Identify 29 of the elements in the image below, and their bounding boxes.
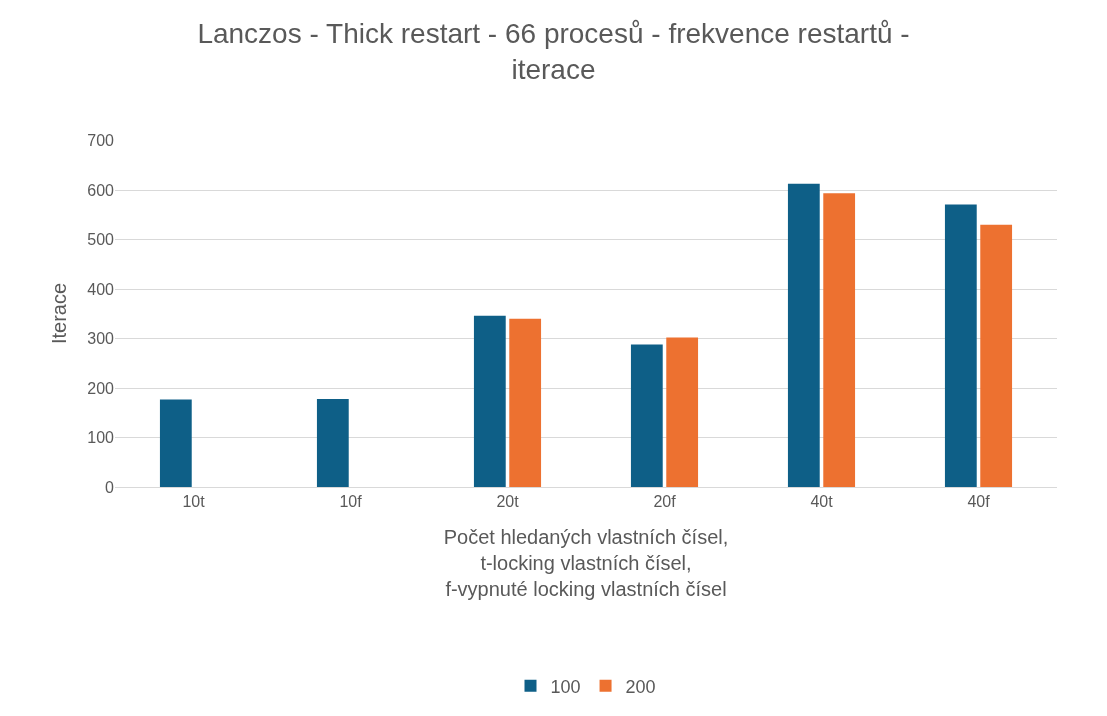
y-tick-label: 300 <box>87 330 115 348</box>
bar <box>944 204 977 487</box>
bar <box>473 315 506 487</box>
bar <box>509 318 542 487</box>
y-tick-label: 700 <box>87 132 115 150</box>
bar <box>980 224 1013 487</box>
chart-title: Lanczos - Thick restart - 66 procesů - frekvence restartů - iterace <box>197 17 910 86</box>
bar <box>666 337 699 487</box>
y-tick-label: 400 <box>87 280 115 298</box>
x-tick-label: 10f <box>339 493 363 511</box>
bar <box>787 183 820 487</box>
x-tick-label: 40f <box>967 493 991 511</box>
y-tick-label: 200 <box>87 379 115 397</box>
bar <box>823 193 856 487</box>
y-tick-label: 100 <box>87 429 115 447</box>
x-axis-title: Počet hledaných vlastních čísel, t-locking vlastních čísel, f-vypnuté locking vlastních čísel <box>443 525 729 600</box>
legend-label: 200 <box>625 676 656 697</box>
x-tick-label: 20f <box>653 493 677 511</box>
bar <box>316 398 349 487</box>
x-tick-label: 10t <box>182 493 206 511</box>
y-axis-title: Iterace <box>47 282 70 345</box>
y-tick-label: 600 <box>87 181 115 199</box>
x-tick-label: 40t <box>810 493 834 511</box>
bar <box>630 344 663 487</box>
y-tick-label: 500 <box>87 231 115 249</box>
legend-label: 100 <box>550 676 581 697</box>
x-tick-label: 20t <box>496 493 520 511</box>
bar <box>159 399 192 487</box>
y-tick-label: 0 <box>105 478 115 496</box>
